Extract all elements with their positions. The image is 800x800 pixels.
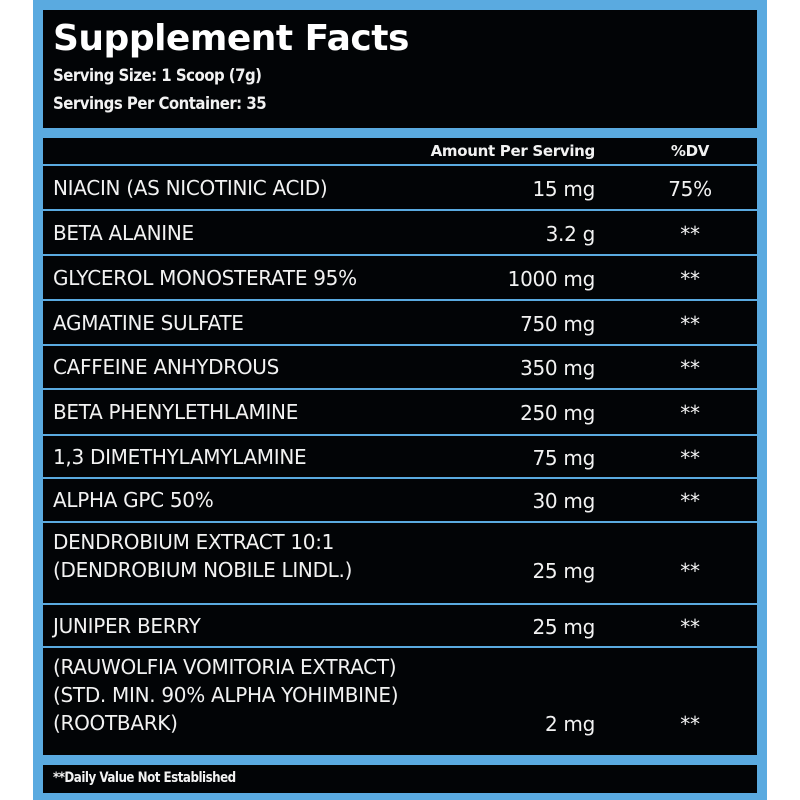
ingredient-name: AGMATINE SULFATE [53, 310, 244, 335]
ingredient-amount: 2 mg [544, 712, 595, 736]
ingredient-amount: 25 mg [532, 559, 596, 583]
ingredient-name: 1,3 DIMETHYLAMYLAMINE [53, 444, 307, 469]
ingredient-dv: ** [680, 221, 700, 246]
ingredient-amount: 30 mg [532, 489, 596, 513]
column-header-row: Amount Per Serving %DV [43, 138, 757, 164]
ingredient-row: BETA PHENYLETHLAMINE 250 mg ** [43, 390, 757, 434]
ingredient-amount: 1000 mg [507, 266, 596, 291]
ingredient-dv: 75% [668, 176, 712, 201]
ingredient-dv: ** [680, 445, 700, 470]
ingredient-dv: ** [680, 712, 700, 736]
ingredient-name: ALPHA GPC 50% [53, 488, 214, 512]
ingredient-amount: 75 mg [532, 445, 596, 470]
ingredient-row: 1,3 DIMETHYLAMYLAMINE 75 mg ** [43, 436, 757, 477]
ingredient-dv: ** [680, 614, 700, 639]
ingredient-dv: ** [680, 266, 700, 291]
ingredient-row: NIACIN (AS NICOTINIC ACID) 15 mg 75% [43, 166, 757, 209]
ingredient-row: ALPHA GPC 50% 30 mg ** [43, 479, 757, 521]
ingredient-amount: 25 mg [532, 614, 596, 639]
ingredient-dv: ** [680, 356, 700, 380]
dv-column-header: %DV [670, 142, 710, 160]
footnote-block: **Daily Value Not Established [43, 765, 757, 793]
ingredient-name: BETA ALANINE [53, 220, 194, 245]
ingredient-row: GLYCEROL MONOSTERATE 95% 1000 mg ** [43, 256, 757, 299]
ingredient-dv: ** [680, 489, 700, 513]
ingredient-row: (RAUWOLFIA VOMITORIA EXTRACT) (STD. MIN.… [43, 648, 757, 755]
ingredient-amount: 3.2 g [545, 221, 596, 246]
ingredient-dv: ** [680, 311, 700, 336]
ingredient-name: DENDROBIUM EXTRACT 10:1 (DENDROBIUM NOBI… [53, 530, 353, 582]
ingredient-name: (RAUWOLFIA VOMITORIA EXTRACT) (STD. MIN.… [53, 655, 399, 735]
footnote: **Daily Value Not Established [53, 770, 236, 786]
ingredient-amount: 15 mg [532, 176, 596, 201]
ingredient-row: AGMATINE SULFATE 750 mg ** [43, 301, 757, 344]
ingredient-name: JUNIPER BERRY [53, 613, 201, 638]
header-block: Supplement Facts Serving Size: 1 Scoop (… [43, 10, 757, 128]
ingredient-row: CAFFEINE ANHYDROUS 350 mg ** [43, 346, 757, 388]
ingredient-name: BETA PHENYLETHLAMINE [53, 400, 299, 424]
amount-column-header: Amount Per Serving [430, 142, 596, 160]
ingredients-table: Amount Per Serving %DV NIACIN (AS NICOTINI… [43, 138, 757, 755]
ingredient-name: NIACIN (AS NICOTINIC ACID) [53, 175, 328, 200]
ingredient-amount: 750 mg [520, 311, 595, 336]
serving-size: Serving Size: 1 Scoop (7g) [53, 66, 262, 86]
ingredient-name: GLYCEROL MONOSTERATE 95% [53, 265, 357, 290]
ingredient-amount: 250 mg [520, 401, 595, 425]
supplement-facts-panel: Supplement Facts Serving Size: 1 Scoop (… [33, 0, 767, 800]
ingredient-row: DENDROBIUM EXTRACT 10:1 (DENDROBIUM NOBI… [43, 523, 757, 603]
servings-per-container: Servings Per Container: 35 [53, 94, 267, 114]
label-title: Supplement Facts [53, 18, 409, 59]
ingredient-amount: 350 mg [520, 356, 595, 380]
ingredient-name: CAFFEINE ANHYDROUS [53, 355, 280, 379]
ingredient-row: BETA ALANINE 3.2 g ** [43, 211, 757, 254]
ingredient-row: JUNIPER BERRY 25 mg ** [43, 605, 757, 646]
ingredient-dv: ** [680, 559, 700, 583]
ingredient-dv: ** [680, 401, 700, 425]
